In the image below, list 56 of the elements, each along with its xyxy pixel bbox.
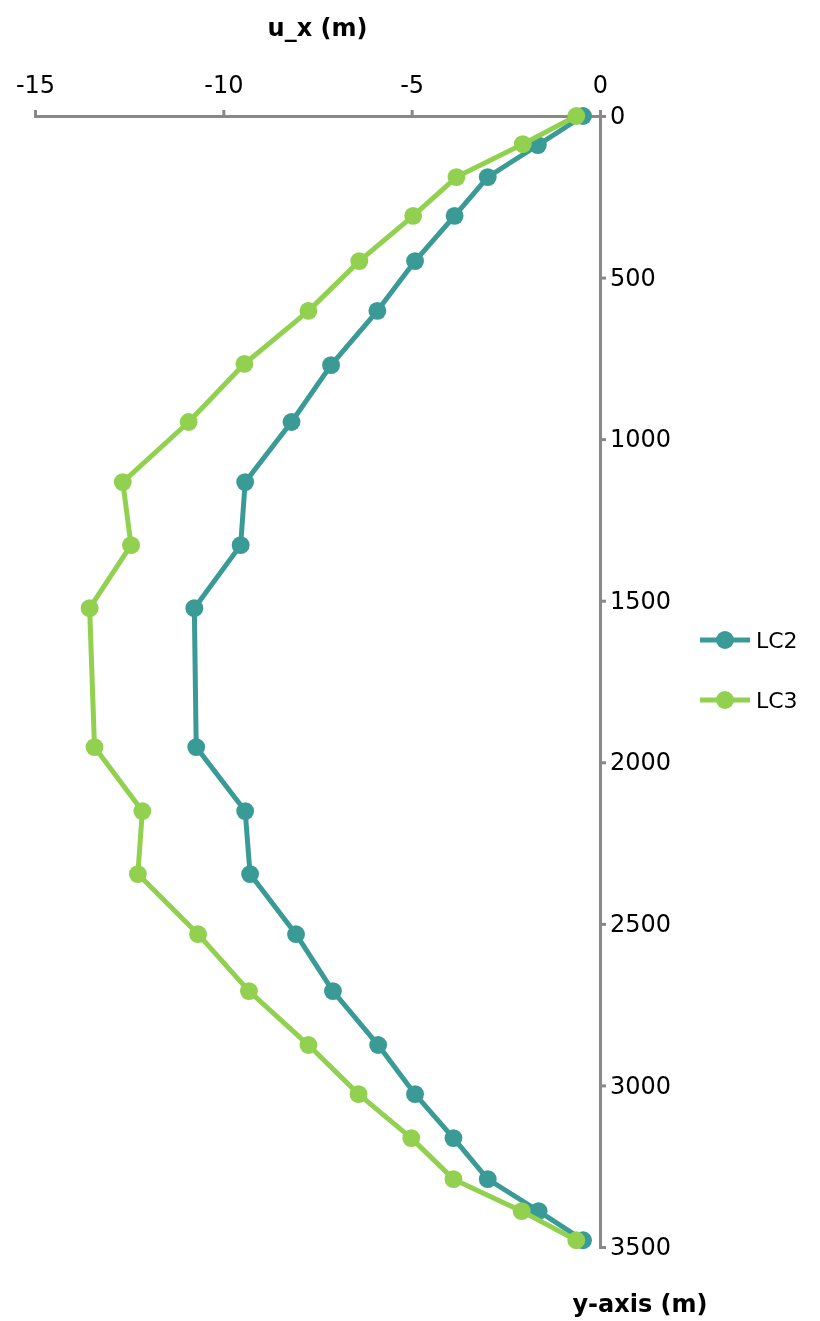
point: [444, 1170, 463, 1189]
point: [189, 925, 208, 944]
y-tick-label: 2000: [610, 748, 672, 777]
y-tick-label: 3000: [610, 1071, 672, 1100]
point: [369, 1036, 388, 1054]
point: [179, 413, 198, 431]
point: [404, 206, 423, 225]
point: [299, 301, 318, 320]
legend-label: LC2: [756, 628, 798, 653]
y-tick-label: 500: [610, 263, 656, 292]
y-tick-label: 1500: [610, 586, 672, 615]
point: [133, 802, 152, 820]
x-tick-label: -15: [15, 70, 56, 99]
point: [241, 865, 259, 883]
point: [240, 982, 258, 1000]
x-tick-label: -10: [204, 70, 244, 99]
point: [478, 1170, 497, 1189]
point: [324, 982, 342, 1000]
x-axis-title: u_x (m): [267, 14, 368, 42]
x-tick-label: 0: [592, 70, 609, 99]
point: [567, 1231, 586, 1250]
point: [406, 252, 424, 270]
x-tick-label: -5: [400, 70, 425, 99]
point: [80, 599, 99, 618]
point: [128, 865, 147, 883]
y-tick-label: 3500: [610, 1233, 672, 1262]
point: [513, 135, 532, 154]
y-tick-label: 1000: [610, 425, 672, 454]
point: [187, 738, 206, 756]
point: [113, 473, 132, 492]
point: [85, 738, 104, 756]
point: [402, 1129, 421, 1147]
y-tick-label: 2500: [610, 910, 672, 939]
point: [122, 536, 140, 555]
point: [231, 536, 250, 555]
point: [350, 252, 369, 270]
y-axis-title: y-axis (m): [572, 1290, 708, 1318]
point: [287, 925, 305, 944]
point: [349, 1085, 368, 1104]
point: [236, 473, 255, 492]
legend-label: LC3: [756, 688, 798, 713]
point: [567, 107, 586, 125]
point: [444, 1129, 463, 1147]
point: [478, 168, 497, 186]
point: [236, 802, 255, 820]
point: [406, 1085, 424, 1104]
point: [299, 1036, 318, 1054]
point: [368, 301, 387, 320]
point: [185, 599, 204, 618]
y-tick-label: 0: [610, 102, 626, 131]
point: [447, 168, 466, 186]
point: [512, 1202, 531, 1221]
point: [235, 354, 254, 373]
point: [282, 413, 301, 431]
point: [322, 356, 340, 375]
point: [445, 206, 464, 225]
